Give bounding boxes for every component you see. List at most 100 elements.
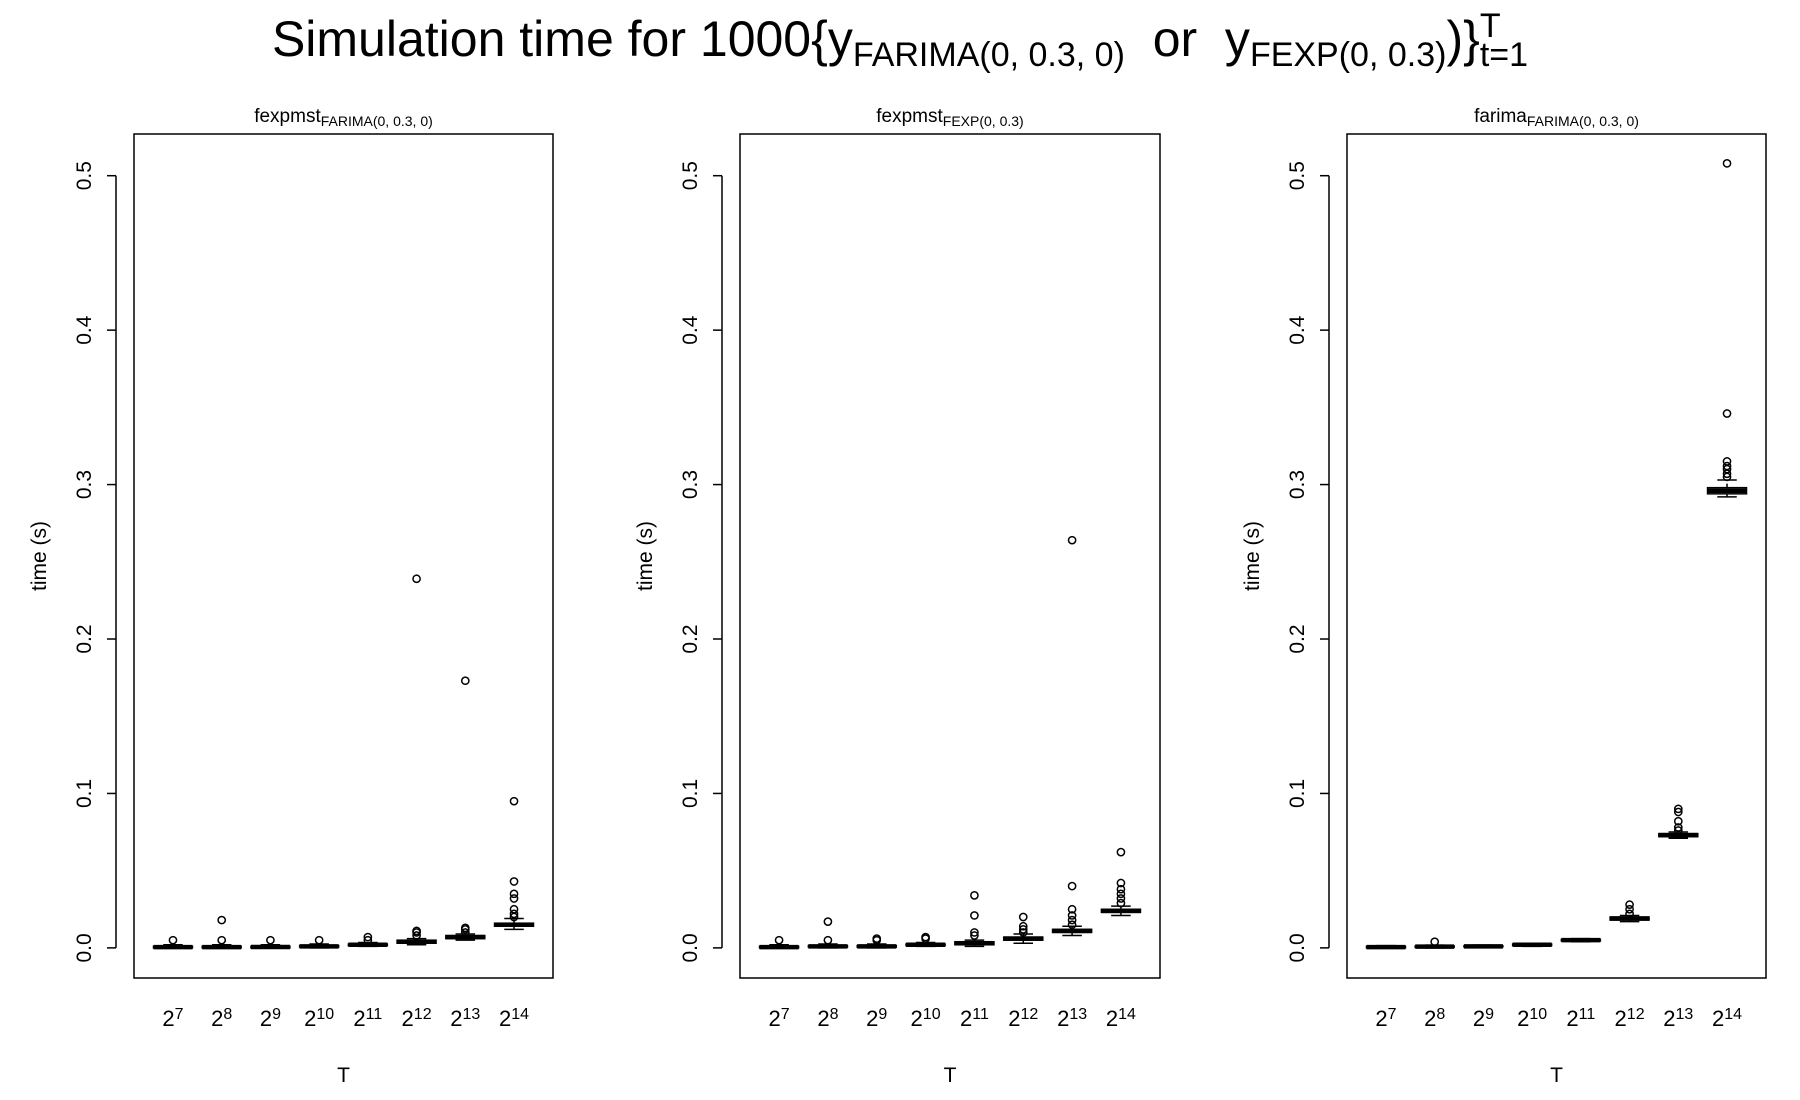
outlier [1067,535,1077,545]
x-tick-base: 2 [304,1006,316,1031]
y-axis-label: time (s) [28,521,51,591]
outlier [1722,409,1732,418]
y-tick-label: 0.5 [1286,161,1309,190]
x-tick-base: 2 [1517,1006,1529,1031]
box [250,935,291,950]
box [1658,804,1699,839]
box [856,934,898,949]
outlier [1067,915,1077,925]
x-tick-label: 27 [1375,1006,1396,1031]
x-tick-sup: 12 [1627,1006,1645,1023]
y-tick-label: 0.1 [1286,779,1309,808]
outlier [509,904,519,914]
x-tick-label: 213 [1057,1006,1087,1031]
outlier [1067,904,1077,914]
x-tick-base: 2 [162,1006,174,1031]
box [1002,912,1044,945]
y-tick-label: 0.5 [679,161,702,190]
x-tick-label: 210 [911,1006,941,1031]
x-tick-sup: 11 [366,1006,383,1023]
x-tick-base: 2 [260,1006,272,1031]
x-tick-base: 2 [768,1006,780,1031]
outlier [363,932,373,942]
x-tick-label: 214 [499,1006,529,1031]
outlier [460,676,470,686]
outlier [509,894,519,903]
outlier [509,889,519,899]
x-axis-label: T [1550,1064,1563,1087]
panel-title: fexpmstFEXP(0, 0.3) [876,106,1023,129]
outlier [1673,816,1683,826]
x-tick-base: 2 [1473,1006,1485,1031]
x-tick-label: 211 [1566,1006,1595,1031]
y-tick-label: 0.3 [1286,470,1309,499]
outlier [217,935,227,945]
x-tick-base: 2 [1566,1006,1578,1031]
outlier [509,909,519,919]
x-tick-label: 29 [260,1006,281,1031]
outlier [921,932,930,942]
x-tick-label: 28 [1424,1006,1445,1031]
box [347,932,389,948]
x-tick-label: 213 [450,1006,480,1031]
outlier [168,935,178,945]
outlier [266,935,275,945]
y-tick-label: 0.0 [679,933,702,962]
box [1511,942,1553,948]
plot-frame [133,133,554,979]
panel-title-sub: FARIMA(0, 0.3, 0) [1527,113,1639,129]
outlier [412,926,421,936]
y-tick-label: 0.0 [73,933,96,962]
outlier [1625,900,1634,909]
x-tick-label: 214 [1106,1006,1136,1031]
x-tick-label: 211 [353,1006,382,1031]
x-tick-base: 2 [911,1006,923,1031]
panel-title-main: farima [1474,106,1527,127]
outlier [1018,928,1028,937]
title-part: T [1480,7,1501,45]
outlier [1067,881,1077,891]
x-tick-base: 2 [866,1006,878,1031]
outlier [509,877,519,886]
outlier [1673,826,1683,835]
outlier [1067,920,1077,930]
box [1414,937,1455,949]
outlier [1116,884,1126,894]
x-tick-base: 2 [1375,1006,1387,1031]
outlier [1018,912,1028,922]
box [493,796,535,931]
outlier [314,935,324,945]
panel-title-sub: FEXP(0, 0.3) [943,113,1024,129]
title-part: or y [1125,11,1250,67]
x-tick-label: 212 [402,1006,432,1031]
x-tick-label: 213 [1663,1006,1693,1031]
x-tick-base: 2 [1106,1006,1118,1031]
panel-title: fexpmstFARIMA(0, 0.3, 0) [254,106,433,129]
outlier [1116,889,1126,899]
x-tick-label: 210 [1517,1006,1547,1031]
box [1609,900,1650,923]
panel-title-sub: FARIMA(0, 0.3, 0) [321,113,433,129]
box [1463,944,1504,949]
x-tick-label: 212 [1008,1006,1038,1031]
outlier [1722,461,1732,471]
x-tick-sup: 9 [1485,1006,1494,1023]
x-tick-sup: 7 [175,1006,184,1023]
x-tick-sup: 9 [878,1006,887,1023]
outlier [363,935,373,945]
x-tick-sup: 13 [1069,1006,1087,1023]
y-tick-label: 0.5 [73,161,96,190]
y-tick-label: 0.4 [73,315,96,345]
panel-title-main: fexpmst [876,106,943,127]
outlier [1018,925,1028,934]
title-part: )} [1446,11,1479,67]
y-tick-label: 0.4 [679,315,702,345]
x-tick-base: 2 [402,1006,414,1031]
box [445,676,486,941]
box [1706,158,1748,498]
outlier [460,923,470,933]
x-tick-sup: 8 [223,1006,232,1023]
box [1365,944,1407,950]
y-tick-label: 0.1 [73,779,96,808]
